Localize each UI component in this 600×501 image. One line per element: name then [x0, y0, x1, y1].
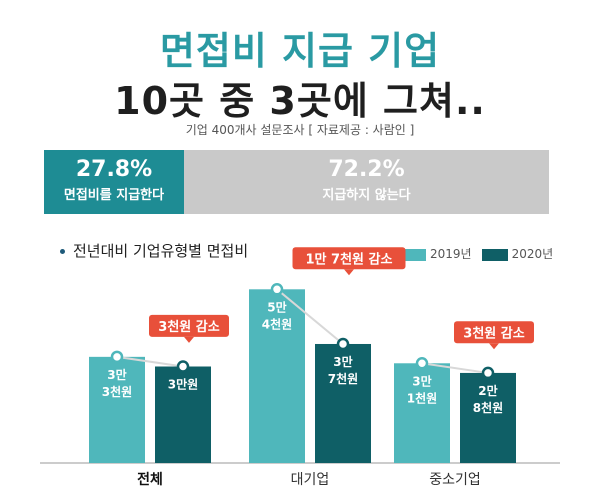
callout-pointer-1	[344, 269, 354, 276]
legend-item-2020: 2020년	[481, 245, 554, 262]
chart-title: 전년대비 기업유형별 면접비	[60, 240, 248, 261]
change-dot-2020-0	[176, 360, 190, 373]
callout-text-0: 3천원 감소	[158, 320, 219, 335]
change-dot-2020-2	[481, 366, 495, 380]
chart-legend: 2019년 2020년	[400, 245, 553, 262]
callout-text-2: 3천원 감소	[463, 326, 524, 341]
ratio-pay-label: 면접비를 지급한다	[63, 188, 165, 203]
bullet-dot-icon	[60, 249, 65, 254]
change-dot-2019-1	[270, 283, 284, 296]
ratio-bar: 27.8% 면접비를 지급한다 72.2% 지급하지 않는다	[44, 150, 549, 214]
change-dot-2019-0	[110, 350, 124, 364]
callout-2: 3천원 감소	[454, 321, 534, 350]
callout-box-1	[292, 247, 406, 270]
callout-box-0	[149, 314, 229, 337]
bar-label-2019-0: 3만 3천원	[102, 367, 132, 399]
callout-pointer-2	[489, 343, 499, 350]
source-caption: 기업 400개사 설문조사 [ 자료제공 : 사람인 ]	[185, 123, 415, 137]
headline-line1: 면접비 지급 기업	[159, 29, 441, 73]
bar-2019-0	[89, 356, 145, 463]
callout-pointer-0	[184, 336, 194, 343]
legend-label-2020: 2020년	[511, 247, 554, 261]
legend-swatch-2019	[400, 248, 426, 261]
category-label-2: 중소기업	[429, 472, 481, 488]
bar-label-2020-2: 2만 8천원	[473, 383, 503, 415]
legend-swatch-2020	[481, 248, 508, 261]
category-label-1: 대기업	[291, 472, 330, 488]
legend-label-2019: 2019년	[430, 247, 472, 261]
ratio-nopay-percent: 72.2%	[328, 157, 405, 182]
change-dot-2020-1	[336, 337, 350, 351]
change-connector-2	[421, 362, 489, 374]
change-connector-1	[276, 288, 344, 345]
callout-0: 3천원 감소	[149, 314, 229, 343]
callout-text-1: 1만 7천원 감소	[306, 251, 393, 267]
ratio-nopay-segment: 72.2% 지급하지 않는다	[184, 150, 549, 214]
bar-2019-1	[249, 289, 305, 463]
ratio-pay-percent: 27.8%	[75, 157, 153, 182]
callout-box-2	[454, 321, 534, 344]
headline-line2: 10곳 중 3곳에 그쳐..	[114, 79, 486, 123]
change-dot-2019-2	[415, 357, 429, 370]
ratio-nopay-label: 지급하지 않는다	[322, 188, 411, 203]
bar-label-2020-0: 3만원	[168, 377, 198, 392]
bar-2020-2	[460, 372, 516, 463]
bar-label-2019-1: 5만 4천원	[262, 299, 292, 331]
callout-1: 1만 7천원 감소	[292, 247, 406, 276]
category-label-0: 전체	[137, 471, 163, 488]
bar-2020-0	[155, 366, 211, 463]
change-connector-0	[116, 355, 184, 368]
bar-2019-2	[394, 363, 450, 463]
bar-2020-1	[315, 343, 371, 463]
chart-title-text: 전년대비 기업유형별 면접비	[73, 242, 249, 260]
bar-label-2020-1: 3만 7천원	[328, 354, 358, 386]
bar-label-2019-2: 3만 1천원	[407, 373, 437, 405]
ratio-pay-segment: 27.8% 면접비를 지급한다	[44, 150, 184, 214]
legend-item-2019: 2019년	[400, 245, 472, 262]
